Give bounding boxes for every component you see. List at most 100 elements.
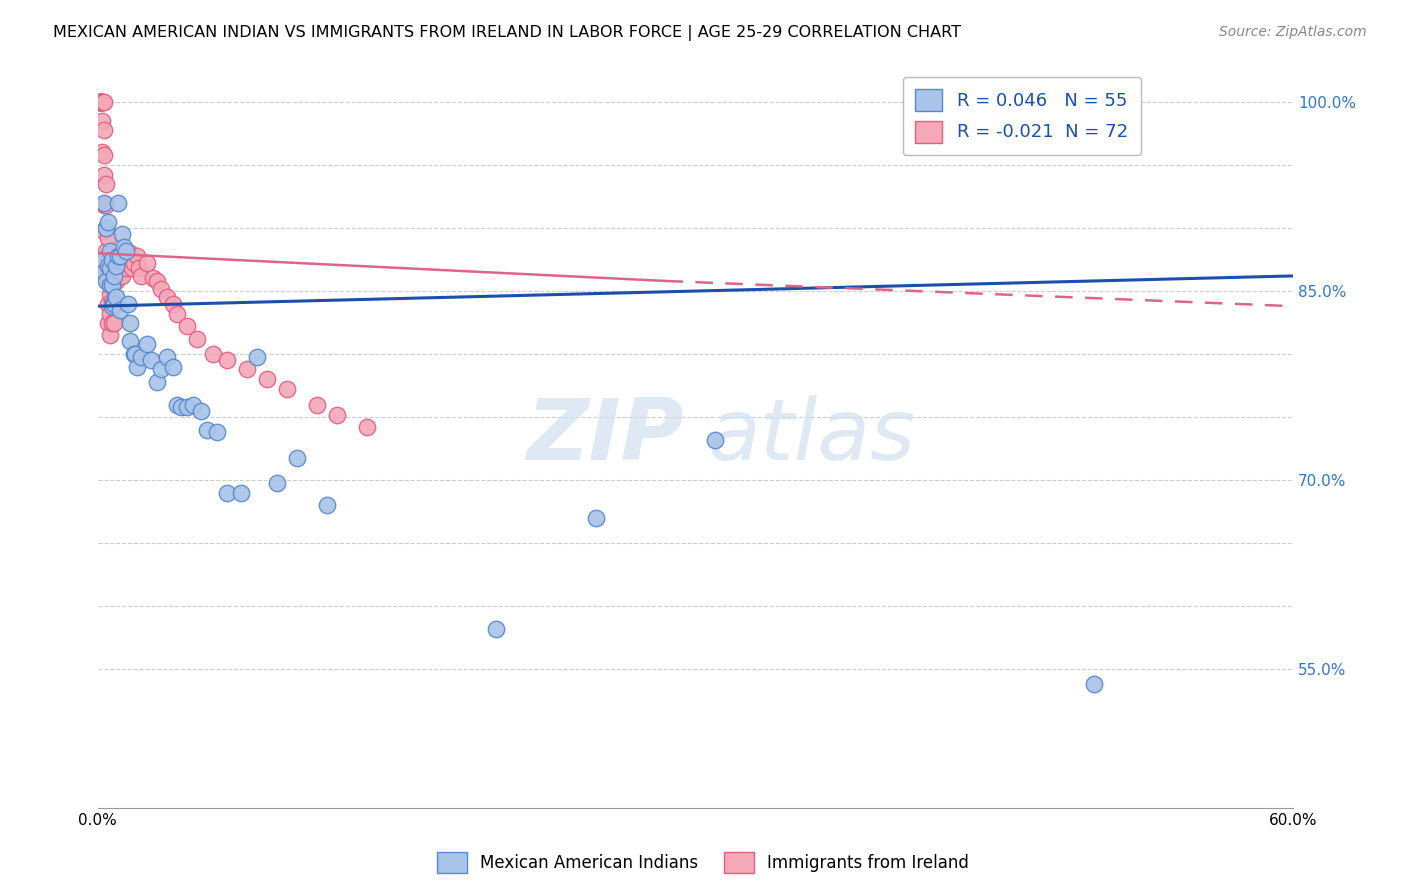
Point (285, 450, 308, 465)
Point (98, 261, 121, 276)
Point (89, 95, 111, 109)
Point (485, 622, 508, 636)
Point (108, 249, 131, 263)
Point (190, 404, 212, 418)
Point (97, 259, 120, 273)
Point (89, 95, 111, 109)
Point (150, 362, 173, 376)
Point (90, 95, 112, 109)
Point (104, 259, 127, 273)
Point (98, 307, 121, 321)
Point (104, 296, 127, 310)
Point (98, 244, 121, 258)
Point (585, 511, 607, 525)
Point (704, 433, 727, 447)
Point (124, 347, 146, 361)
Point (94, 274, 117, 288)
Point (93, 95, 115, 109)
Point (93, 195, 115, 210)
Point (90, 113, 112, 128)
Point (90, 95, 112, 109)
Point (97, 231, 120, 245)
Point (93, 223, 115, 237)
Point (108, 268, 131, 283)
Legend: Mexican American Indians, Immigrants from Ireland: Mexican American Indians, Immigrants fro… (430, 846, 976, 880)
Point (100, 294, 122, 309)
Point (94, 221, 117, 235)
Point (100, 299, 122, 313)
Point (136, 337, 159, 351)
Point (256, 372, 278, 386)
Legend: R = 0.046   N = 55, R = -0.021  N = 72: R = 0.046 N = 55, R = -0.021 N = 72 (903, 77, 1140, 155)
Point (356, 420, 378, 434)
Point (110, 249, 132, 263)
Point (97, 215, 120, 229)
Point (100, 252, 122, 267)
Point (118, 246, 141, 260)
Point (93, 148, 115, 162)
Point (195, 423, 218, 437)
Point (150, 281, 173, 295)
Point (131, 268, 153, 283)
Point (162, 296, 184, 310)
Point (217, 485, 239, 500)
Point (146, 274, 169, 288)
Point (118, 334, 141, 349)
Point (98, 277, 121, 292)
Point (156, 290, 179, 304)
Point (104, 290, 127, 304)
Point (186, 332, 208, 346)
Point (170, 400, 193, 414)
Point (156, 350, 179, 364)
Point (117, 256, 139, 270)
Point (121, 261, 143, 276)
Point (217, 353, 239, 368)
Point (176, 400, 198, 414)
Point (142, 271, 165, 285)
Point (202, 347, 225, 361)
Point (112, 256, 135, 270)
Point (1102, 95, 1125, 109)
Point (108, 249, 131, 263)
Point (107, 249, 129, 263)
Point (100, 274, 122, 288)
Point (98, 268, 121, 283)
Point (103, 316, 125, 330)
Point (107, 249, 129, 263)
Text: atlas: atlas (707, 394, 915, 477)
Point (146, 375, 169, 389)
Point (162, 359, 184, 374)
Point (103, 274, 125, 288)
Point (97, 296, 120, 310)
Point (98, 328, 121, 343)
Point (97, 316, 120, 330)
Point (205, 425, 228, 440)
Point (89, 95, 111, 109)
Point (93, 265, 115, 279)
Point (103, 268, 125, 283)
Point (93, 198, 115, 212)
Point (122, 256, 145, 270)
Point (246, 350, 269, 364)
Point (93, 168, 115, 182)
Point (118, 316, 141, 330)
Point (276, 383, 298, 397)
Point (315, 499, 337, 513)
Text: MEXICAN AMERICAN INDIAN VS IMMIGRANTS FROM IRELAND IN LABOR FORCE | AGE 25-29 CO: MEXICAN AMERICAN INDIAN VS IMMIGRANTS FR… (53, 25, 962, 41)
Point (107, 268, 129, 283)
Point (93, 122, 115, 136)
Point (127, 359, 149, 374)
Point (110, 227, 132, 242)
Point (325, 408, 347, 422)
Point (110, 268, 132, 283)
Point (166, 398, 188, 412)
Point (103, 294, 125, 309)
Point (94, 177, 117, 191)
Point (89, 95, 111, 109)
Point (100, 277, 122, 292)
Point (94, 221, 117, 235)
Point (131, 350, 153, 364)
Point (112, 240, 135, 254)
Point (90, 95, 112, 109)
Point (98, 286, 121, 301)
